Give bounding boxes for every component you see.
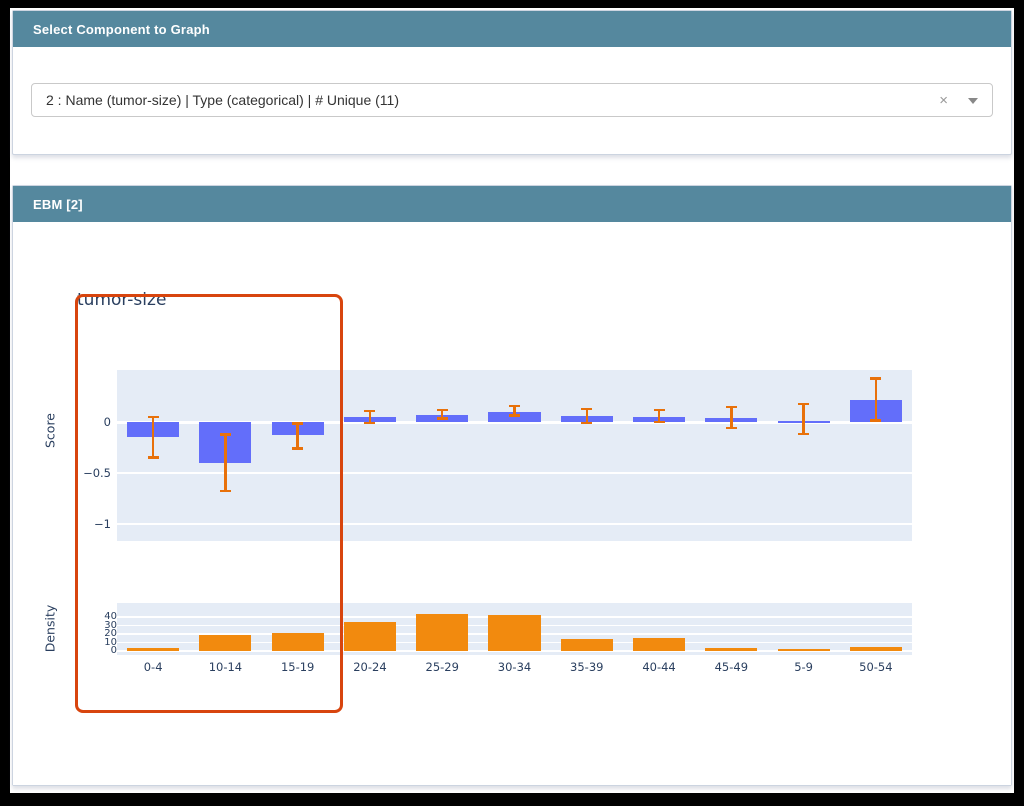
score-plot[interactable] [117,370,912,541]
x-tick-label: 5-9 [794,660,813,674]
error-bar [730,406,733,429]
error-bar-cap [581,407,593,411]
error-bar [296,423,299,449]
error-bar [368,410,372,423]
error-bar-cap [147,456,159,459]
error-bar [440,409,444,419]
density-bar[interactable] [560,639,613,651]
error-bar-cap [436,417,448,420]
error-bar [513,405,516,416]
x-tick-label: 20-24 [353,660,387,674]
error-bar [874,378,878,421]
density-bar[interactable] [127,647,180,651]
score-tick-label: −1 [94,517,111,531]
page: Select Component to Graph 2 : Name (tumo… [10,8,1014,793]
error-bar [802,403,805,435]
x-tick-label: 45-49 [714,660,749,674]
error-bar-cap [798,402,810,406]
x-tick-label: 15-19 [280,660,315,674]
density-tick-label: 40 [104,611,117,622]
score-axis-label: Score [42,413,58,449]
density-bar[interactable] [488,615,541,651]
component-dropdown-value: 2 : Name (tumor-size) | Type (categorica… [46,92,399,108]
x-tick-label: 0-4 [143,660,163,674]
error-bar-cap [364,409,376,413]
select-panel-header: Select Component to Graph [13,11,1011,47]
x-tick-label: 50-54 [859,660,893,674]
error-bar-cap [219,433,231,436]
density-tick-label: 30 [104,619,117,631]
selection-box[interactable] [75,294,343,713]
error-bar [151,416,155,458]
error-bar-cap [509,404,520,408]
clear-icon[interactable]: × [939,91,948,109]
x-tick-label: 25-29 [425,660,459,674]
density-bar[interactable] [777,649,830,651]
chevron-down-icon[interactable] [968,97,978,104]
error-bar-cap [581,421,593,425]
density-bar[interactable] [343,622,396,651]
error-bar-cap [870,419,882,422]
error-bar-cap [219,489,231,493]
error-bar-cap [653,420,665,423]
density-bar[interactable] [271,633,324,651]
density-bar[interactable] [416,614,469,651]
error-bar-cap [509,414,520,417]
error-bar-cap [798,432,810,436]
select-panel-title: Select Component to Graph [33,21,210,37]
select-panel-body: 2 : Name (tumor-size) | Type (categorica… [13,47,1011,154]
density-tick-label: 10 [104,636,117,648]
gridline [117,523,912,525]
select-component-panel: Select Component to Graph 2 : Name (tumo… [12,10,1012,155]
error-bar [657,409,661,422]
density-tick-label: 0 [110,645,117,656]
score-tick-label: 0 [103,415,111,429]
x-tick-label: 30-34 [497,660,532,674]
score-tick-label: −0.5 [83,466,111,480]
density-bar[interactable] [199,634,252,651]
density-plot[interactable] [117,603,912,655]
error-bar [585,408,589,423]
error-bar-cap [292,447,304,450]
component-dropdown[interactable]: 2 : Name (tumor-size) | Type (categorica… [31,83,993,117]
x-tick-label: 35-39 [570,660,604,674]
error-bar-cap [364,421,376,425]
error-bar [224,434,227,492]
error-bar-cap [725,405,737,409]
ebm-panel-title: EBM [2] [33,196,83,212]
ebm-panel: EBM [2] tumor-size Score 0 −0.5 −1 Density… [12,185,1012,786]
error-bar-cap [436,408,448,412]
error-bar-cap [725,426,737,430]
density-tick-label: 20 [104,628,117,639]
error-bar-cap [870,377,882,380]
gridline [117,472,912,474]
zero-gridline [117,420,912,424]
error-bar-cap [653,408,665,412]
density-axis-label: Density [42,604,58,653]
gridline [117,650,912,652]
density-bar[interactable] [849,646,902,651]
score-bar[interactable] [488,411,541,422]
density-bar[interactable] [633,638,686,651]
ebm-panel-header: EBM [2] [13,186,1011,222]
x-tick-label: 10-14 [208,660,243,674]
x-tick-label: 40-44 [642,660,676,674]
error-bar-cap [147,415,159,419]
density-bar[interactable] [705,647,758,651]
ebm-panel-body: tumor-size Score 0 −0.5 −1 Density 40 30 20 1… [13,222,1011,785]
ebm-chart: tumor-size Score 0 −0.5 −1 Density 40 30 20 1… [13,222,1011,785]
error-bar-cap [292,422,304,425]
